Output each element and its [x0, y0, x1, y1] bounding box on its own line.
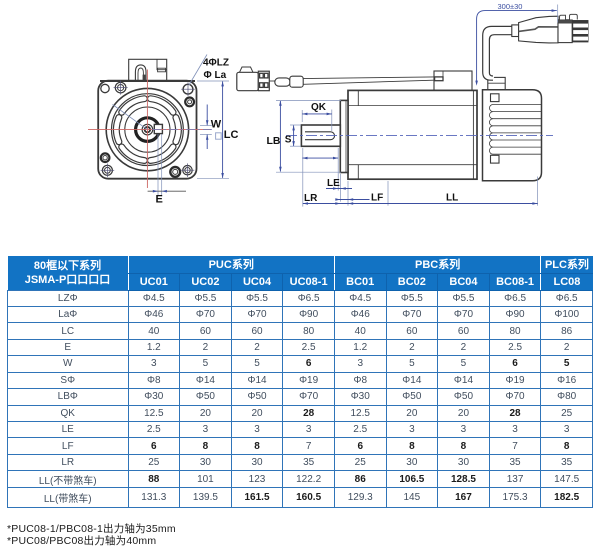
svg-text:S: S: [285, 135, 292, 146]
svg-text:4ΦLZ: 4ΦLZ: [203, 58, 229, 69]
svg-text:LE: LE: [327, 178, 340, 189]
svg-text:300±30: 300±30: [498, 2, 523, 11]
svg-text:LC: LC: [224, 129, 239, 141]
svg-text:QK: QK: [311, 102, 327, 113]
svg-text:E: E: [156, 194, 163, 206]
svg-text:LR: LR: [304, 193, 318, 204]
svg-text:W: W: [211, 118, 222, 130]
svg-text:LF: LF: [371, 193, 383, 204]
svg-text:LB: LB: [267, 135, 281, 147]
svg-text:LL: LL: [446, 193, 458, 204]
svg-text:Φ La: Φ La: [204, 70, 227, 81]
